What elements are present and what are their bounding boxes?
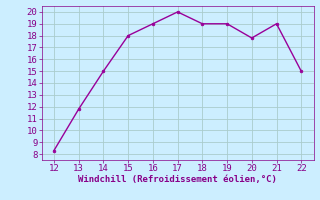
- X-axis label: Windchill (Refroidissement éolien,°C): Windchill (Refroidissement éolien,°C): [78, 175, 277, 184]
